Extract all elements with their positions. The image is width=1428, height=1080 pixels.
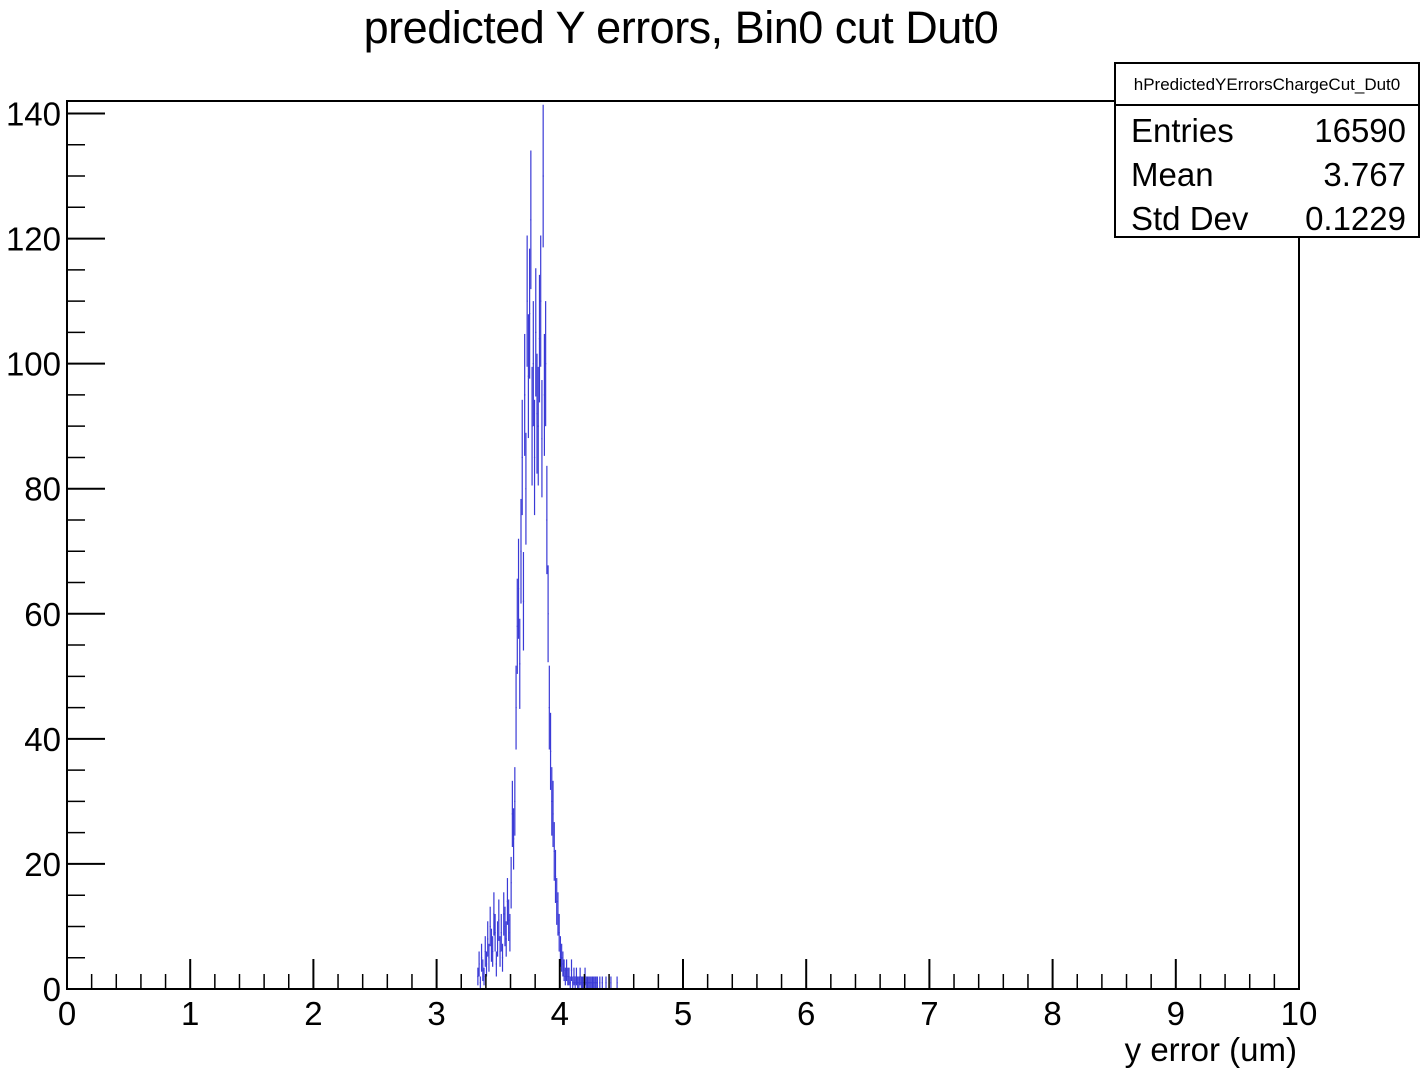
x-tick-label: 3 [427,995,445,1032]
y-tick-label: 80 [24,471,61,508]
x-axis-label: y error (um) [1125,1031,1297,1068]
stats-value: 16590 [1314,112,1406,149]
stats-row-std-dev: Std Dev 0.1229 [1116,200,1418,244]
stats-row-entries: Entries 16590 [1116,112,1418,156]
y-tick-label: 60 [24,596,61,633]
x-tick-label: 2 [304,995,322,1032]
stats-label: Mean [1131,156,1214,193]
x-tick-label: 0 [58,995,76,1032]
x-tick-label: 4 [551,995,569,1032]
stats-label: Std Dev [1131,200,1249,237]
stats-row-mean: Mean 3.767 [1116,156,1418,200]
y-tick-label: 100 [6,346,61,383]
stats-histogram-name: hPredictedYErrorsChargeCut_Dut0 [1116,64,1418,106]
chart-title: predicted Y errors, Bin0 cut Dut0 [363,2,999,53]
x-tick-label: 10 [1281,995,1318,1032]
y-tick-label: 20 [24,846,61,883]
x-tick-label: 6 [797,995,815,1032]
x-tick-label: 9 [1167,995,1185,1032]
histogram-bars [477,104,618,989]
y-tick-label: 140 [6,96,61,133]
x-tick-label: 8 [1043,995,1061,1032]
y-tick-label: 120 [6,221,61,258]
y-tick-label: 0 [43,971,61,1008]
stats-label: Entries [1131,112,1234,149]
stats-value: 0.1229 [1305,200,1406,237]
stats-value: 3.767 [1323,156,1406,193]
x-tick-label: 5 [674,995,692,1032]
x-tick-label: 7 [920,995,938,1032]
x-tick-label: 1 [181,995,199,1032]
stats-box: hPredictedYErrorsChargeCut_Dut0 Entries … [1114,62,1420,238]
y-tick-label: 40 [24,721,61,758]
